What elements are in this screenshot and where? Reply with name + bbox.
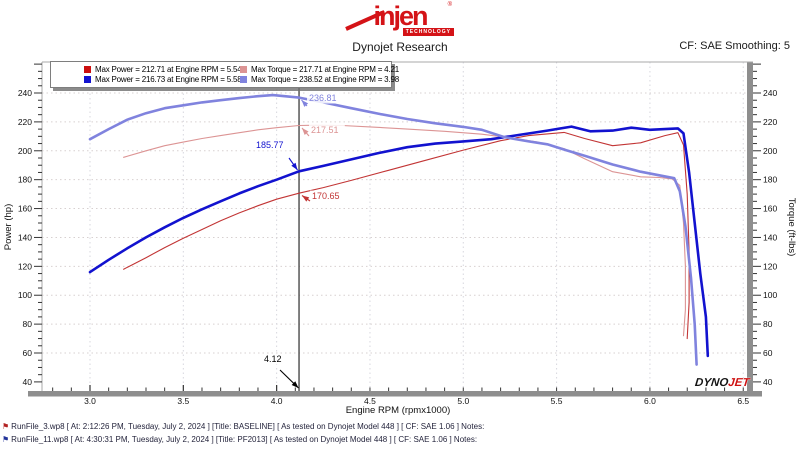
cursor-annotation-236.81: 236.81: [309, 93, 337, 103]
grid-lines: [42, 62, 747, 391]
svg-text:240: 240: [763, 88, 777, 98]
run-flag-icon: ⚑: [2, 435, 10, 444]
svg-text:100: 100: [18, 290, 32, 300]
legend-label: Max Power = 216.73 at Engine RPM = 5.58: [95, 75, 242, 85]
legend-swatch-lightblue: [240, 76, 247, 84]
legend-box: Max Power = 212.71 at Engine RPM = 5.54 …: [50, 61, 399, 88]
svg-text:120: 120: [18, 261, 32, 271]
svg-text:180: 180: [763, 175, 777, 185]
svg-text:120: 120: [763, 261, 777, 271]
svg-text:160: 160: [18, 204, 32, 214]
svg-text:80: 80: [763, 319, 773, 329]
legend-label: Max Torque = 217.71 at Engine RPM = 4.21: [251, 64, 399, 74]
svg-text:200: 200: [763, 146, 777, 156]
svg-text:180: 180: [18, 175, 32, 185]
series-pf2013-power: [88, 125, 710, 358]
series-pf2013-torque: [88, 93, 698, 366]
cursor-annotation-217.51: 217.51: [311, 125, 339, 135]
svg-text:5.5: 5.5: [551, 396, 563, 406]
svg-text:220: 220: [763, 117, 777, 127]
series-baseline-power: [123, 131, 690, 340]
smoothing-label: CF: SAE Smoothing: 5: [679, 40, 790, 52]
run-info-text: RunFile_11.wp8 [ At: 4:30:31 PM, Tuesday…: [11, 435, 478, 444]
legend-swatch-salmon: [240, 65, 247, 73]
svg-text:4.0: 4.0: [271, 396, 283, 406]
series-baseline-torque: [123, 124, 686, 337]
legend-label: Max Power = 212.71 at Engine RPM = 5.54: [95, 64, 242, 74]
svg-text:160: 160: [763, 204, 777, 214]
cursor-annotations: 236.81 217.51 185.77 170.65 4.12: [254, 92, 346, 389]
svg-text:200: 200: [18, 146, 32, 156]
y-axis-title-left: Power (hp): [3, 204, 14, 250]
dynojet-logo-jet: JET: [727, 377, 750, 389]
svg-text:60: 60: [763, 348, 773, 358]
run-info-line-pf2013: ⚑ RunFile_11.wp8 [ At: 4:30:31 PM, Tuesda…: [2, 433, 484, 446]
legend-entry-pf2013-torque: Max Torque = 238.52 at Engine RPM = 3.98: [240, 75, 399, 84]
run-info-footer: ⚑ RunFile_3.wp8 [ At: 2:12:26 PM, Tuesday…: [2, 420, 484, 446]
legend-entry-baseline-torque: Max Torque = 217.71 at Engine RPM = 4.21: [240, 65, 399, 74]
registered-mark: ®: [447, 2, 452, 8]
run-info-text: RunFile_3.wp8 [ At: 2:12:26 PM, Tuesday,…: [11, 422, 485, 431]
legend-entry-pf2013-power: Max Power = 216.73 at Engine RPM = 5.58: [84, 75, 242, 85]
axis-titles: Engine RPM (rpmx1000) Power (hp) Torque (f…: [3, 198, 797, 416]
svg-text:4.5: 4.5: [364, 396, 376, 406]
cursor-annotation-185.77: 185.77: [256, 140, 284, 150]
legend-label: Max Torque = 238.52 at Engine RPM = 3.98: [251, 75, 399, 85]
cursor-annotation-4.12: 4.12: [264, 354, 282, 364]
injen-logo-subtext: TECHNOLOGY: [402, 28, 454, 36]
injen-logo-word: injen: [373, 1, 428, 31]
svg-text:240: 240: [18, 88, 32, 98]
svg-text:6.0: 6.0: [644, 396, 656, 406]
svg-text:60: 60: [23, 348, 33, 358]
svg-text:80: 80: [23, 319, 33, 329]
svg-text:40: 40: [763, 377, 773, 387]
legend-entry-baseline-power: Max Power = 212.71 at Engine RPM = 5.54: [84, 64, 242, 74]
svg-text:140: 140: [763, 232, 777, 242]
cursor-annotation-170.65: 170.65: [312, 191, 340, 201]
data-series: [88, 93, 710, 366]
page-title: Dynojet Research: [352, 40, 448, 54]
svg-text:220: 220: [18, 117, 32, 127]
dynojet-logo: DYNOJET: [694, 377, 750, 389]
tick-labels: 3.0 3.5 4.0 4.5 5.0 5.5 6.0 6.5 40 40 60 60 80 80 100 1…: [18, 88, 778, 406]
svg-text:6.5: 6.5: [737, 396, 749, 406]
svg-text:3.5: 3.5: [177, 396, 189, 406]
legend-swatch-red: [84, 65, 91, 73]
dynojet-logo-dyno: DYNO: [694, 377, 729, 389]
svg-text:5.0: 5.0: [457, 396, 469, 406]
tick-marks: [34, 63, 761, 391]
svg-text:3.0: 3.0: [84, 396, 96, 406]
injen-logo: injen ® TECHNOLOGY: [340, 1, 460, 39]
run-info-line-baseline: ⚑ RunFile_3.wp8 [ At: 2:12:26 PM, Tuesday…: [2, 420, 484, 433]
x-axis-title: Engine RPM (rpmx1000): [346, 405, 451, 416]
run-flag-icon: ⚑: [2, 422, 10, 431]
svg-text:40: 40: [23, 377, 33, 387]
axes: [28, 61, 762, 397]
legend-swatch-blue: [84, 76, 91, 84]
svg-text:100: 100: [763, 290, 777, 300]
svg-text:140: 140: [18, 232, 32, 242]
y-axis-title-right: Torque (ft-lbs): [786, 198, 797, 257]
